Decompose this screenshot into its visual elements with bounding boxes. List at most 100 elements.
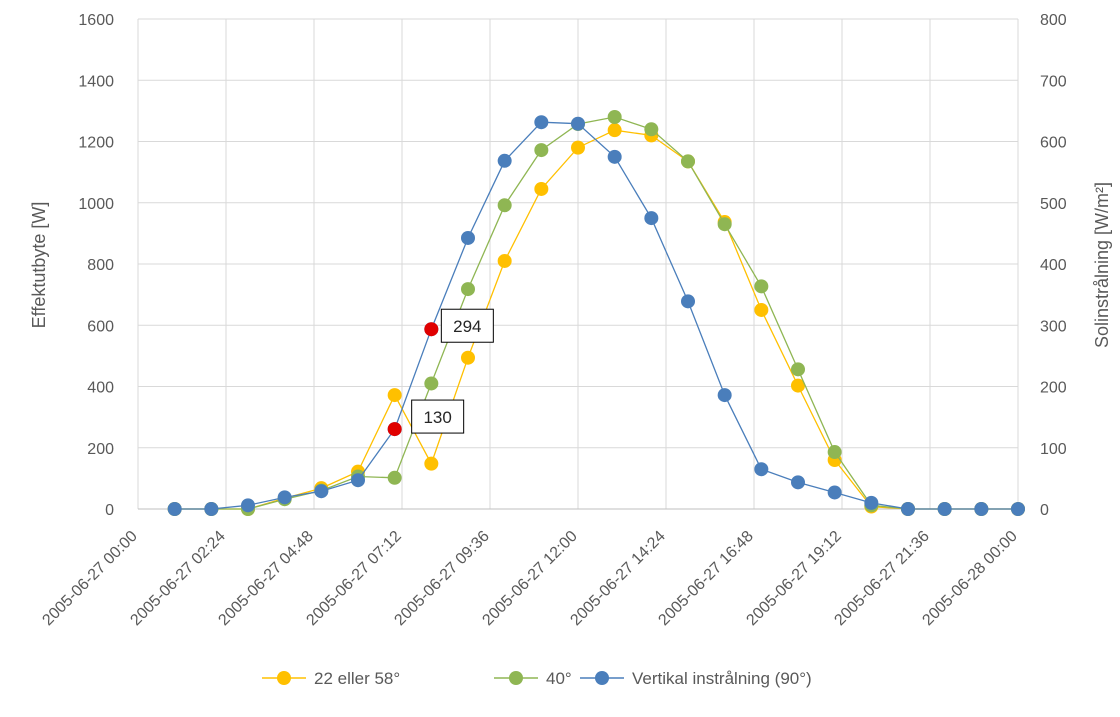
secondary-y-tick-label: 600 xyxy=(1040,135,1067,152)
data-point xyxy=(534,181,549,196)
series-2 xyxy=(167,110,1025,516)
highlight-point xyxy=(424,322,439,337)
legend-label: 22 eller 58° xyxy=(314,669,400,688)
secondary-y-tick-label: 400 xyxy=(1040,257,1067,274)
data-point xyxy=(644,122,659,137)
data-point xyxy=(607,123,622,138)
right-y-axis-ticks: 0 100 200 300 400 500 600 700 800 xyxy=(1040,12,1067,519)
data-point xyxy=(717,217,732,232)
x-tick-label: 2005-06-27 16:48 xyxy=(655,528,756,629)
x-tick-label: 2005-06-27 00:00 xyxy=(39,528,140,629)
legend: 22 eller 58° 40° Vertikal instrålning (90°… xyxy=(262,669,812,688)
x-tick-label: 2005-06-27 19:12 xyxy=(743,528,844,629)
data-point xyxy=(424,376,439,391)
data-point xyxy=(791,475,805,490)
gridlines xyxy=(137,18,1019,509)
data-point xyxy=(681,294,695,309)
x-tick-label: 2005-06-27 04:48 xyxy=(215,528,316,629)
secondary-y-axis-title: Solinstrålning [W/m²] xyxy=(1092,182,1112,348)
x-tick-label: 2005-06-27 21:36 xyxy=(831,528,932,629)
data-point xyxy=(277,490,292,505)
data-point xyxy=(461,350,475,365)
x-tick-label: 2005-06-27 12:00 xyxy=(479,528,580,629)
y-tick-label: 800 xyxy=(87,257,114,274)
data-point xyxy=(461,282,475,297)
callouts: 294 130 xyxy=(411,308,494,434)
y-tick-label: 1600 xyxy=(78,12,114,29)
secondary-y-tick-label: 500 xyxy=(1040,196,1067,213)
x-tick-label: 2005-06-27 02:24 xyxy=(127,528,228,629)
callout-label: 294 xyxy=(453,317,481,336)
data-point xyxy=(497,253,512,268)
data-point xyxy=(387,388,402,403)
x-tick-label: 2005-06-27 07:12 xyxy=(303,528,404,629)
y-tick-label: 400 xyxy=(87,380,114,397)
data-point xyxy=(387,470,402,485)
highlight-point xyxy=(387,422,402,437)
data-point xyxy=(204,502,219,516)
data-point xyxy=(754,462,769,477)
legend-marker xyxy=(595,671,609,685)
data-point xyxy=(607,149,622,164)
data-point xyxy=(241,498,255,513)
y-tick-label: 600 xyxy=(87,318,114,335)
legend-label: 40° xyxy=(546,669,572,688)
data-point xyxy=(1011,502,1025,516)
data-point xyxy=(791,378,805,393)
series-line xyxy=(174,121,1018,510)
y-axis-title: Effektutbyte [W] xyxy=(29,202,49,329)
callout-label: 130 xyxy=(423,408,451,427)
data-point xyxy=(827,445,842,460)
data-point xyxy=(937,502,952,516)
secondary-y-tick-label: 200 xyxy=(1040,380,1067,397)
series-line xyxy=(174,129,1018,510)
data-point xyxy=(314,484,329,499)
data-point xyxy=(424,456,439,471)
series-line xyxy=(174,116,1018,510)
data-point xyxy=(681,154,695,169)
data-point xyxy=(534,143,549,158)
secondary-y-tick-label: 100 xyxy=(1040,441,1067,458)
data-point xyxy=(901,502,915,516)
x-tick-label: 2005-06-27 09:36 xyxy=(391,528,492,629)
data-point xyxy=(497,153,512,168)
secondary-y-tick-label: 300 xyxy=(1040,318,1067,335)
y-tick-label: 200 xyxy=(87,441,114,458)
callout-box xyxy=(440,308,494,343)
data-point xyxy=(607,110,622,124)
data-point xyxy=(864,495,879,510)
data-point xyxy=(974,502,989,516)
data-point xyxy=(827,485,842,500)
data-point xyxy=(717,388,732,403)
y-tick-label: 1200 xyxy=(78,135,114,152)
series-layer xyxy=(167,110,1025,516)
secondary-y-tick-label: 700 xyxy=(1040,73,1067,90)
data-point xyxy=(497,198,512,213)
data-point xyxy=(754,302,769,317)
legend-marker xyxy=(277,671,291,685)
y-tick-label: 0 xyxy=(105,502,114,519)
secondary-y-tick-label: 0 xyxy=(1040,502,1049,519)
data-point xyxy=(791,362,805,377)
left-y-axis-ticks: 0 200 400 600 800 1000 1200 1400 1600 xyxy=(78,12,114,519)
series-3 xyxy=(167,115,1025,516)
data-point xyxy=(644,211,659,226)
data-point xyxy=(534,115,549,130)
secondary-y-tick-label: 800 xyxy=(1040,12,1067,29)
x-tick-label: 2005-06-27 14:24 xyxy=(567,528,668,629)
legend-label: Vertikal instrålning (90°) xyxy=(632,669,812,688)
data-point xyxy=(571,140,585,155)
data-point xyxy=(571,116,585,131)
data-point xyxy=(351,473,365,488)
data-point xyxy=(754,279,769,294)
series-1 xyxy=(167,123,1025,516)
x-tick-label: 2005-06-28 00:00 xyxy=(919,528,1020,629)
legend-marker xyxy=(509,671,523,685)
y-tick-label: 1400 xyxy=(78,73,114,90)
data-point xyxy=(461,230,475,245)
data-point xyxy=(167,502,182,516)
y-tick-label: 1000 xyxy=(78,196,114,213)
callout-box xyxy=(411,399,465,434)
